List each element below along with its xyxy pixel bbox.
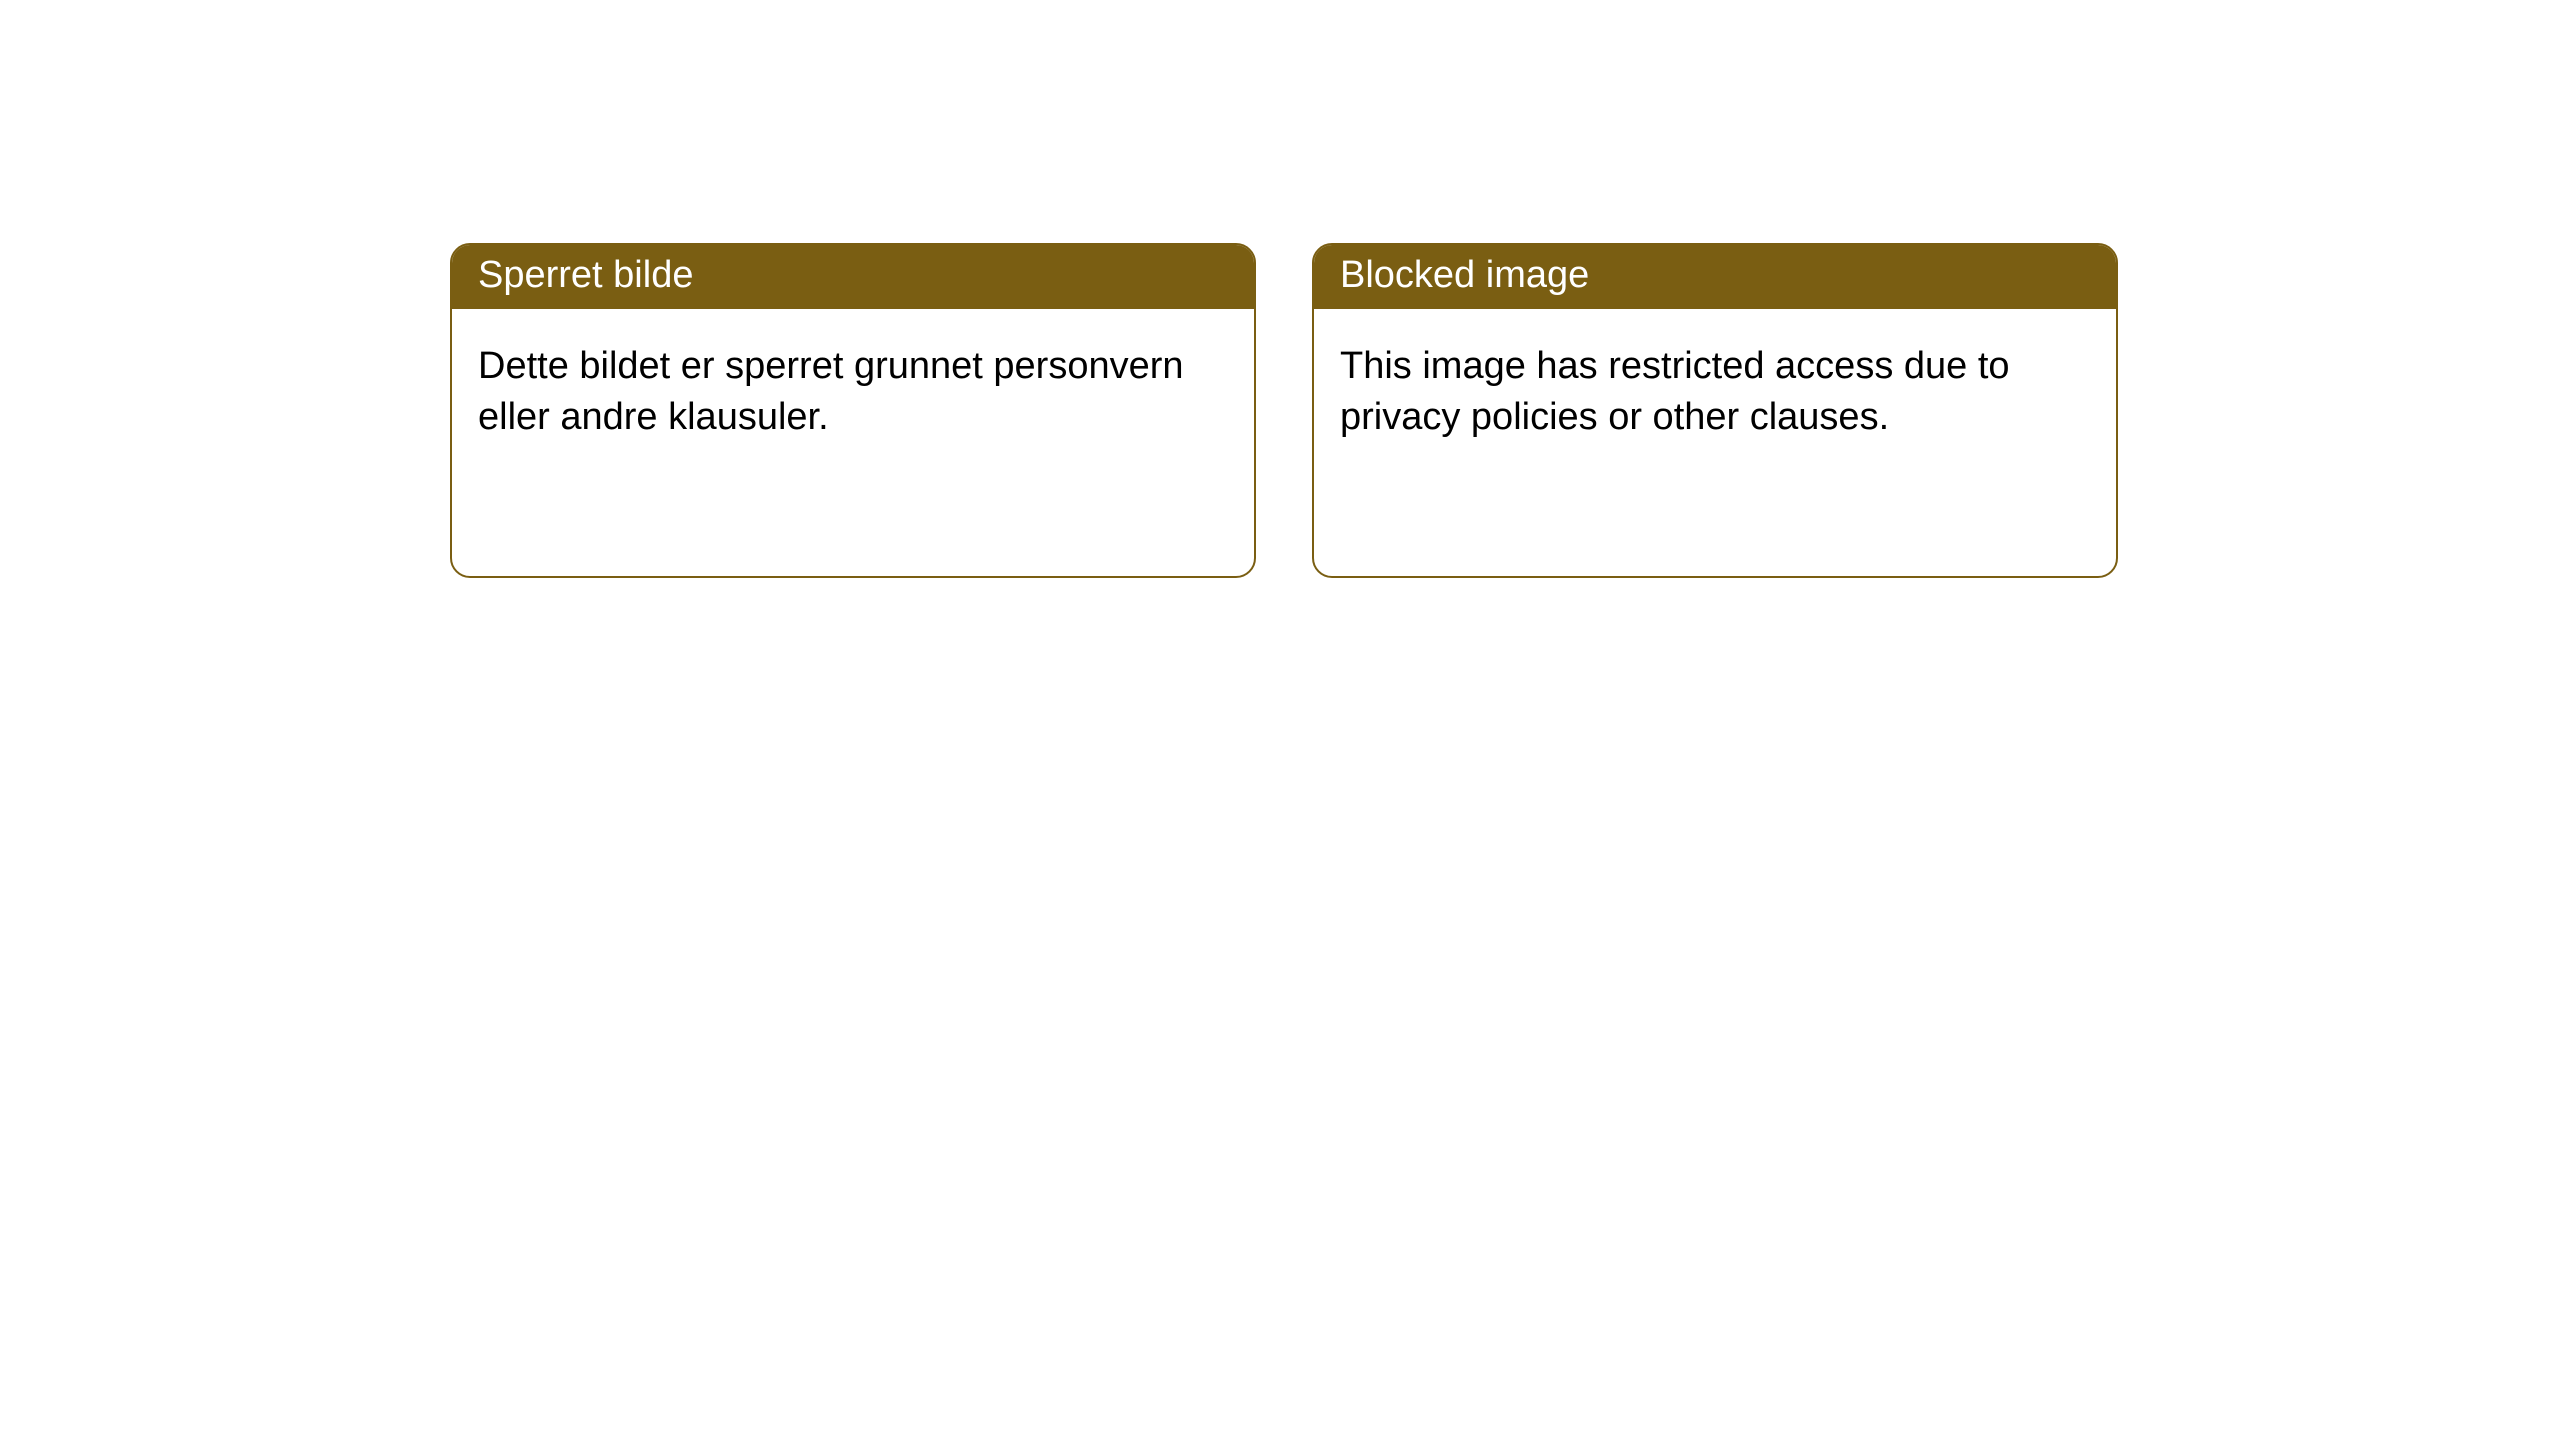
card-header: Sperret bilde — [452, 245, 1254, 309]
card-title: Sperret bilde — [478, 254, 693, 296]
card-title: Blocked image — [1340, 254, 1589, 296]
notice-card-english: Blocked image This image has restricted … — [1312, 243, 2118, 578]
card-body: This image has restricted access due to … — [1314, 309, 2116, 476]
card-header: Blocked image — [1314, 245, 2116, 309]
notice-cards-container: Sperret bilde Dette bildet er sperret gr… — [0, 0, 2560, 578]
card-body-text: This image has restricted access due to … — [1340, 345, 2010, 438]
card-body: Dette bildet er sperret grunnet personve… — [452, 309, 1254, 476]
card-body-text: Dette bildet er sperret grunnet personve… — [478, 345, 1184, 438]
notice-card-norwegian: Sperret bilde Dette bildet er sperret gr… — [450, 243, 1256, 578]
